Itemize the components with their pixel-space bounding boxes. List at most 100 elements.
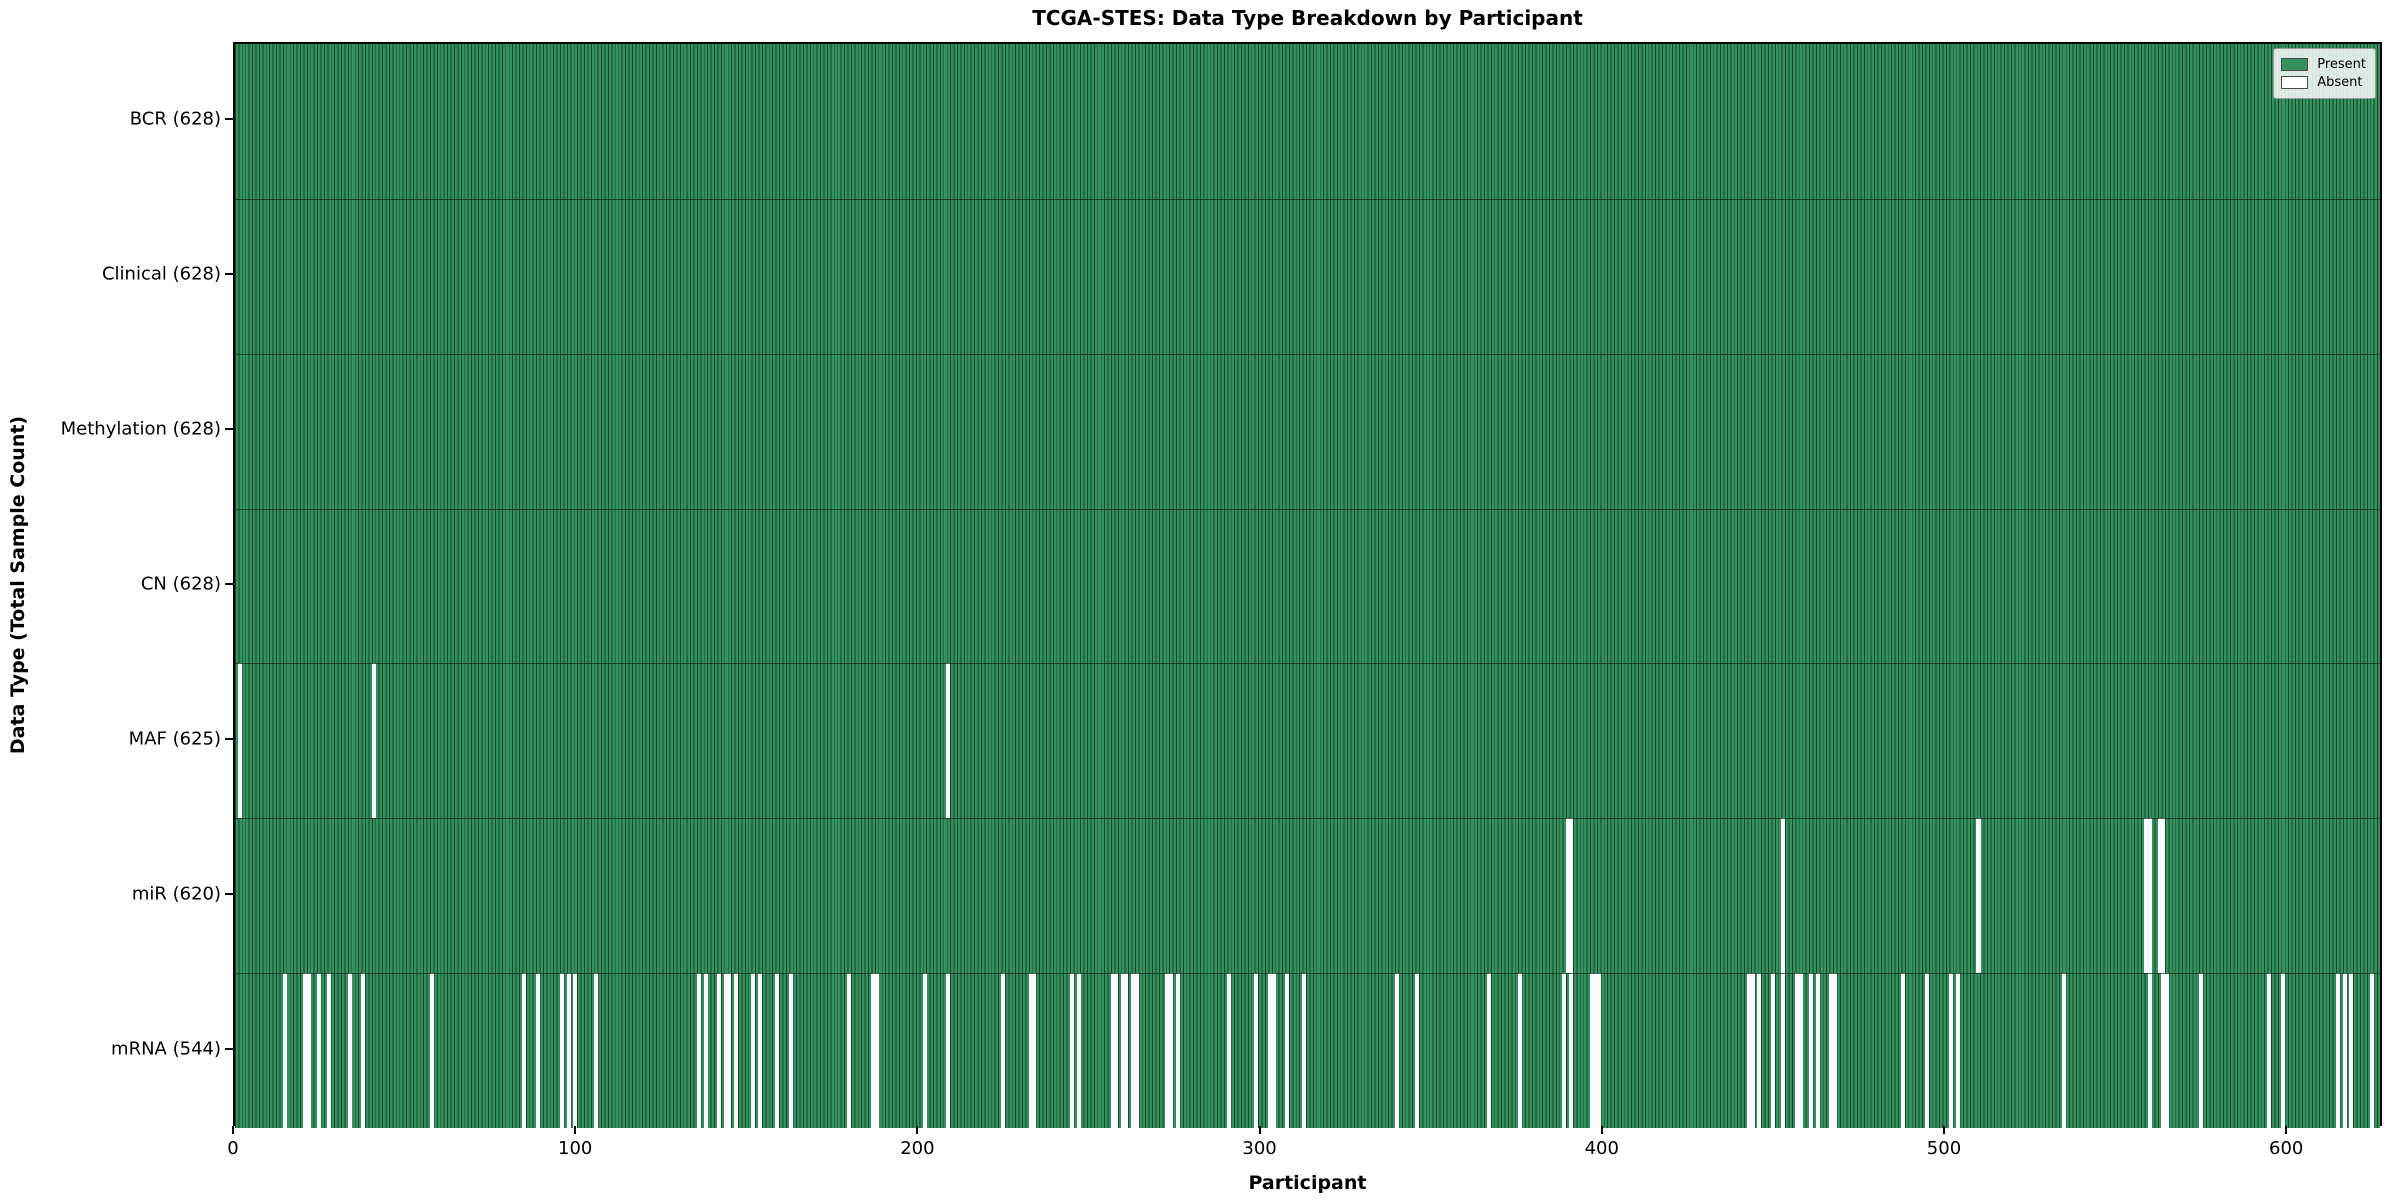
- absent-stripe: [316, 973, 321, 1128]
- ytick-label-bcr: BCR (628): [129, 108, 221, 130]
- row-separator: [235, 663, 2380, 665]
- absent-stripe: [1781, 818, 1786, 974]
- absent-stripe: [946, 663, 951, 819]
- absent-stripe: [1901, 973, 1906, 1128]
- ytick-label-mir: miR (620): [131, 883, 221, 905]
- absent-stripe: [2062, 973, 2067, 1128]
- absent-stripe: [724, 973, 729, 1128]
- absent-stripe: [1285, 973, 1290, 1128]
- ytick-mark: [225, 737, 233, 740]
- absent-stripe: [1415, 973, 1420, 1128]
- absent-stripe: [2267, 973, 2272, 1128]
- legend-entry-absent: Absent: [2281, 75, 2366, 90]
- xtick-label-300: 300: [1242, 1138, 1277, 1159]
- absent-stripe: [1596, 973, 1601, 1128]
- absent-stripe: [734, 973, 739, 1128]
- absent-stripe: [2342, 973, 2347, 1128]
- absent-stripe: [1165, 973, 1170, 1128]
- absent-stripe: [1750, 973, 1755, 1128]
- absent-stripe: [1001, 973, 1006, 1128]
- absent-stripe: [1254, 973, 1259, 1128]
- absent-stripe: [2164, 973, 2169, 1128]
- absent-stripe: [1815, 973, 1820, 1128]
- absent-stripe: [1757, 973, 1762, 1128]
- absent-stripe: [1832, 973, 1837, 1128]
- absent-stripe: [1114, 973, 1119, 1128]
- absent-stripe: [1829, 973, 1834, 1128]
- absent-stripe: [751, 973, 756, 1128]
- absent-stripe: [1569, 818, 1574, 974]
- xtick-label-400: 400: [1584, 1138, 1619, 1159]
- absent-stripe: [371, 663, 376, 819]
- absent-stripe: [871, 973, 876, 1128]
- legend: Present Absent: [2273, 48, 2376, 99]
- xtick-mark: [916, 1126, 919, 1134]
- absent-stripe: [1487, 973, 1492, 1128]
- row-methylation: [235, 353, 2380, 509]
- absent-stripe: [1175, 973, 1180, 1128]
- absent-stripe: [1028, 973, 1033, 1128]
- absent-stripe: [1562, 973, 1567, 1128]
- absent-stripe: [1949, 973, 1954, 1128]
- legend-present-label: Present: [2317, 57, 2366, 72]
- legend-entry-present: Present: [2281, 57, 2366, 72]
- chart-title: TCGA-STES: Data Type Breakdown by Partic…: [1032, 6, 1583, 30]
- absent-stripe: [566, 973, 571, 1128]
- ytick-mark: [225, 892, 233, 895]
- row-separator: [235, 353, 2380, 355]
- absent-stripe: [775, 973, 780, 1128]
- ytick-label-maf: MAF (625): [128, 728, 221, 750]
- absent-stripe: [1808, 973, 1813, 1128]
- xtick-mark: [1942, 1126, 1945, 1134]
- absent-stripe: [789, 973, 794, 1128]
- absent-stripe: [1798, 973, 1803, 1128]
- absent-stripe: [717, 973, 722, 1128]
- row-mrna: [235, 973, 2380, 1128]
- absent-stripe: [1268, 973, 1273, 1128]
- absent-stripe: [238, 663, 243, 819]
- absent-stripe: [2147, 973, 2152, 1128]
- absent-stripe: [703, 973, 708, 1128]
- absent-stripe: [1517, 973, 1522, 1128]
- absent-stripe: [1069, 973, 1074, 1128]
- absent-stripe: [429, 973, 434, 1128]
- absent-stripe: [1168, 973, 1173, 1128]
- ytick-label-mrna: mRNA (544): [111, 1038, 221, 1060]
- absent-stripe: [303, 973, 308, 1128]
- row-mir: [235, 818, 2380, 974]
- ytick-label-methylation: Methylation (628): [60, 418, 221, 440]
- x-axis-label: Participant: [1248, 1172, 1367, 1194]
- absent-stripe: [1747, 973, 1752, 1128]
- xtick-label-600: 600: [2268, 1138, 2304, 1159]
- absent-stripe: [727, 973, 732, 1128]
- absent-stripe: [1271, 973, 1276, 1128]
- row-separator: [235, 818, 2380, 820]
- absent-stripe: [347, 973, 352, 1128]
- xtick-label-500: 500: [1926, 1138, 1962, 1159]
- ytick-mark: [225, 118, 233, 121]
- row-maf: [235, 663, 2380, 819]
- absent-stripe: [1134, 973, 1139, 1128]
- absent-stripe: [1955, 973, 1960, 1128]
- present-swatch: [2281, 58, 2309, 71]
- xtick-mark: [574, 1126, 577, 1134]
- absent-stripe: [1032, 973, 1037, 1128]
- absent-stripe: [522, 973, 527, 1128]
- absent-stripe: [306, 973, 311, 1128]
- absent-stripe: [1976, 818, 1981, 974]
- absent-stripe: [594, 973, 599, 1128]
- absent-stripe: [1110, 973, 1115, 1128]
- absent-stripe: [1589, 973, 1594, 1128]
- absent-stripe: [2281, 973, 2286, 1128]
- row-clinical: [235, 198, 2380, 354]
- absent-stripe: [2335, 973, 2340, 1128]
- xtick-mark: [232, 1126, 234, 1134]
- absent-stripe: [2198, 973, 2203, 1128]
- absent-stripe: [327, 973, 332, 1128]
- absent-stripe: [847, 973, 852, 1128]
- absent-stripe: [1120, 973, 1125, 1128]
- absent-stripe: [1394, 973, 1399, 1128]
- absent-stripe: [758, 973, 763, 1128]
- plot-area: Present Absent: [233, 42, 2382, 1128]
- row-separator: [235, 198, 2380, 200]
